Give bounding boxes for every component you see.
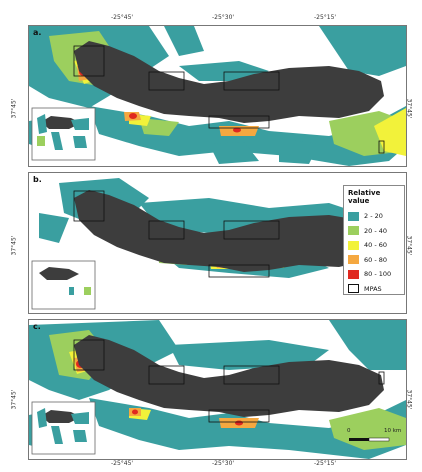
map-panel-a: a. [28,25,407,167]
panel-label-a: a. [33,28,42,37]
scale-end: 10 km [384,428,402,434]
lon-tick-bottom-2: -25°30' [212,460,235,467]
legend-item-1: 2 - 20 [348,209,400,224]
legend-swatch-2 [348,226,359,236]
legend-swatch-4 [348,255,359,265]
legend-label-2: 20 - 40 [364,226,388,235]
lon-tick-top-3: -25°15' [314,14,337,21]
lon-tick-bottom-1: -25°45' [111,460,134,467]
panel-label-b: b. [33,175,42,184]
legend-swatch-1 [348,211,359,221]
legend-item-2: 20 - 40 [348,224,400,239]
legend-swatch-6 [348,284,359,294]
lat-tick-left-c: 37°45' [10,389,18,410]
lon-tick-top-1: -25°45' [111,14,134,21]
lon-tick-top-2: -25°30' [212,14,235,21]
legend-label-3: 40 - 60 [364,241,388,250]
legend-item-6: MPAS [348,282,400,297]
legend-item-5: 80 - 100 [348,267,400,282]
map-c-canvas [29,320,406,459]
legend-label-5: 80 - 100 [364,270,392,279]
scale-start: 0 [347,428,351,434]
legend: Relative value 2 - 20 20 - 40 40 - 60 60… [343,185,405,295]
map-panel-c: c. 0 10 km [28,319,407,460]
panel-label-c: c. [33,322,41,331]
legend-label-1: 2 - 20 [364,212,383,221]
legend-item-3: 40 - 60 [348,238,400,253]
legend-label-4: 60 - 80 [364,255,388,264]
legend-swatch-5 [348,269,359,279]
map-a-canvas [29,26,406,166]
lat-tick-left-b: 37°45' [10,235,18,256]
legend-item-4: 60 - 80 [348,253,400,268]
legend-swatch-3 [348,240,359,250]
lon-tick-bottom-3: -25°15' [314,460,337,467]
map-b-canvas [31,178,384,310]
legend-label-6: MPAS [364,284,382,293]
lat-tick-left-a: 37°45' [10,98,18,119]
legend-title: Relative value [348,189,381,205]
